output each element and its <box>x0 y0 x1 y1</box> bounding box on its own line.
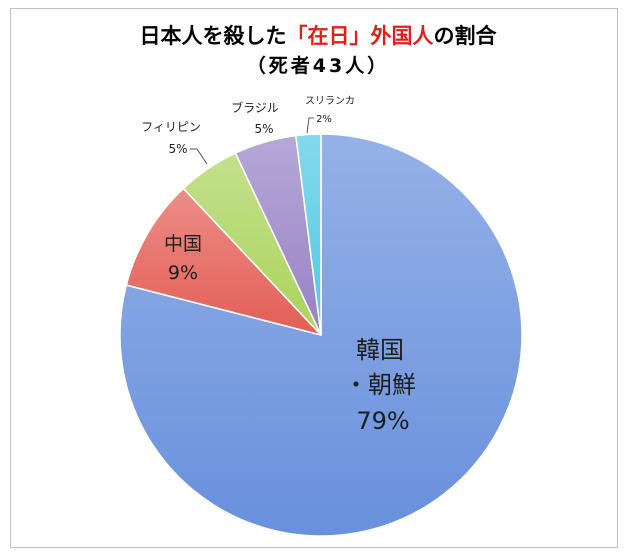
slice-name-line: 韓国 <box>356 336 404 364</box>
slice-name-line: ・朝鮮 <box>344 371 416 399</box>
slice-value-label-2: 9% <box>168 262 198 284</box>
slice-value-label-3: 5% <box>168 142 187 156</box>
leader-lines <box>190 117 314 165</box>
pie-slice-5 <box>295 133 322 336</box>
slice-name-label-3: フィリピン <box>141 120 201 134</box>
chart-title: 日本人を殺した「在日」外国人の割合 <box>140 24 498 48</box>
slice-labels: 韓国・朝鮮 79% 中国 9% フィリピン 5% ブラジル 5% スリランカ 2% <box>141 95 416 435</box>
leader-line-3 <box>190 148 208 165</box>
title-text: の割合 <box>434 24 498 48</box>
slice-value-label-5: 2% <box>316 114 332 125</box>
title-highlight-text: 「在日」外国人 <box>287 24 434 48</box>
chart-subtitle: （死者43人） <box>247 54 389 77</box>
slice-name-label-1: 韓国・朝鮮 <box>344 336 416 399</box>
slice-value-label-1: 79% <box>356 407 409 435</box>
pie-slices <box>119 133 523 537</box>
pie-slice-2 <box>125 187 322 336</box>
title-text: 日本人を殺した <box>140 24 287 48</box>
slice-value-label-4: 5% <box>254 122 273 136</box>
leader-line-5 <box>306 117 314 134</box>
slice-name-label-2: 中国 <box>164 233 202 255</box>
slice-name-label-5: スリランカ <box>305 95 355 107</box>
slice-name-label-4: ブラジル <box>231 100 279 115</box>
